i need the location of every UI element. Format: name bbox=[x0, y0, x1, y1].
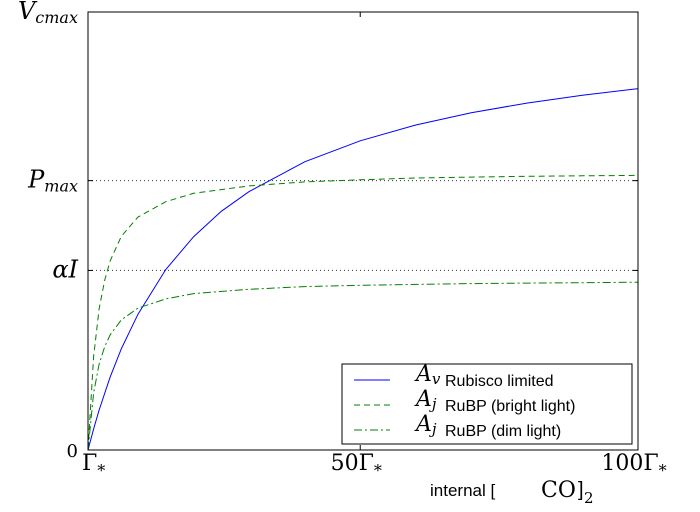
x-axis-label-co: CO bbox=[541, 478, 576, 503]
legend-label: Rubisco limited bbox=[445, 373, 553, 390]
y-tick-label-text: 0 bbox=[67, 441, 78, 462]
x-tick-label: 50Γ* bbox=[331, 451, 382, 480]
legend-label: RuBP (bright light) bbox=[445, 398, 575, 415]
legend-symbol-subscript: j bbox=[429, 420, 437, 438]
plot-frame bbox=[87, 11, 639, 451]
y-tick-label-text: αI bbox=[52, 255, 78, 283]
series-line-bright bbox=[87, 174, 639, 451]
series-line-rubisco bbox=[87, 88, 639, 451]
legend-symbol-text: A bbox=[414, 412, 432, 437]
x-axis-label: internal [ CO 2 ] bbox=[430, 478, 594, 507]
legend-symbol-text: A bbox=[414, 387, 432, 412]
x-tick-label-subscript: * bbox=[374, 461, 382, 480]
x-tick-label-text: 100Γ bbox=[601, 451, 658, 476]
legend: Av Rubisco limited Aj RuBP (bright light) Aj… bbox=[341, 362, 633, 445]
legend-symbol: Aj bbox=[414, 412, 437, 438]
legend-symbol: Aj bbox=[414, 387, 437, 413]
legend-label: RuBP (dim light) bbox=[445, 423, 561, 440]
x-tick-label-text: 50Γ bbox=[331, 451, 374, 476]
x-tick-label-subscript: * bbox=[659, 461, 667, 480]
x-axis-label-prefix: internal [ bbox=[430, 481, 495, 500]
x-tick-label-subscript: * bbox=[97, 461, 105, 480]
grid-lines bbox=[88, 11, 638, 271]
y-tick-label-text: P bbox=[27, 166, 45, 194]
y-tick-label: αI bbox=[52, 255, 78, 283]
series-line-dim bbox=[87, 281, 639, 451]
series-lines bbox=[87, 88, 639, 451]
y-tick-label: Vcmax bbox=[18, 0, 78, 27]
x-tick-label: Γ* bbox=[82, 451, 105, 480]
y-tick-label: Pmax bbox=[27, 166, 78, 196]
legend-box bbox=[341, 363, 633, 445]
legend-symbol-subscript: j bbox=[429, 395, 437, 413]
x-axis-label-suffix: ] bbox=[578, 479, 584, 501]
y-tick-label-subscript: max bbox=[44, 177, 78, 196]
y-tick-label-text: V bbox=[18, 0, 38, 25]
y-tick-label: 0 bbox=[67, 441, 78, 462]
x-tick-label: 100Γ* bbox=[601, 451, 666, 480]
legend-symbol: Av bbox=[414, 362, 441, 388]
x-tick-label-text: Γ bbox=[82, 451, 97, 476]
legend-symbol-subscript: v bbox=[432, 370, 441, 388]
y-tick-label-subscript: cmax bbox=[35, 8, 78, 27]
legend-symbol-text: A bbox=[414, 362, 432, 387]
x-axis-label-subscript: 2 bbox=[584, 489, 594, 507]
